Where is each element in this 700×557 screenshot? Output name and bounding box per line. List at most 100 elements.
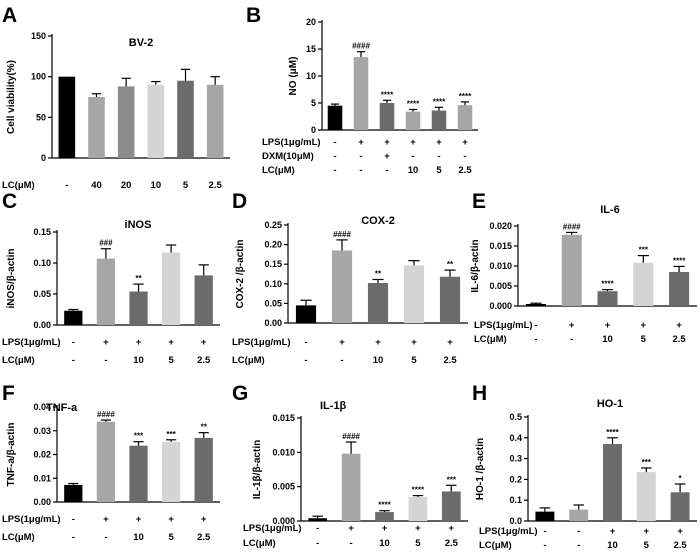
treatment-row-label: LC(μM): [243, 538, 276, 549]
treatment-cell: +: [449, 523, 455, 534]
treatment-cell: +: [415, 523, 421, 534]
treatment-cell: -: [543, 526, 546, 537]
chart-title: IL-6: [600, 204, 620, 216]
panel-h: H HO-10.00.10.20.30.40.5HO-1 /β-actin****…: [472, 382, 697, 551]
treatment-cell: -: [350, 538, 353, 549]
significance-mark: *: [679, 474, 683, 483]
bar: [129, 445, 148, 502]
bar: [633, 262, 654, 306]
treatment-cell: 2.5: [445, 538, 459, 549]
y-tick-label: 0.015: [489, 241, 512, 251]
treatment-cell: 5: [183, 180, 189, 191]
bar: [431, 110, 447, 130]
treatment-cell: +: [411, 337, 417, 348]
treatment-cell: 40: [91, 180, 102, 191]
bar: [308, 518, 328, 521]
treatment-cell: -: [72, 337, 75, 348]
treatment-cell: +: [384, 137, 390, 148]
treatment-cell: -: [316, 538, 319, 549]
treatment-cell: 2.5: [209, 180, 223, 191]
chart-title: COX-2: [361, 215, 395, 227]
treatment-cell: +: [569, 320, 575, 331]
significance-mark: ####: [352, 42, 370, 51]
y-axis-label: TNF-a/β-actin: [6, 423, 17, 487]
bar: [353, 57, 369, 130]
treatment-cell: +: [375, 337, 381, 348]
treatment-cell: +: [384, 151, 390, 162]
treatment-cell: -: [72, 532, 75, 543]
y-tick-label: 0.15: [33, 227, 51, 237]
y-tick-label: 0.0: [509, 516, 522, 526]
significance-mark: ####: [563, 222, 581, 231]
treatment-cell: 2.5: [197, 355, 211, 366]
y-tick-label: 0.015: [272, 413, 295, 423]
panel-label: G: [232, 382, 248, 405]
treatment-cell: -: [333, 151, 336, 162]
bar: [561, 234, 582, 306]
treatment-cell: 5: [436, 165, 442, 176]
treatment-row-label: LPS(1μg/mL): [2, 514, 61, 525]
treatment-cell: +: [605, 320, 611, 331]
y-tick-label: 0.000: [272, 516, 295, 526]
treatment-cell: -: [340, 355, 343, 366]
treatment-cell: +: [436, 137, 442, 148]
treatment-row-label: LPS(1μg/mL): [243, 523, 302, 534]
treatment-cell: -: [570, 334, 573, 345]
treatment-cell: -: [577, 526, 580, 537]
bar: [161, 441, 181, 502]
y-tick-label: 0.2: [509, 474, 522, 484]
treatment-row-label: DXM(10μM): [262, 151, 314, 162]
panel-d: D COX-2 0.00 0.05 0.10 0.15 0.20 0.25 COX-2 /β-a…: [232, 190, 468, 366]
treatment-cell: 5: [168, 355, 174, 366]
significance-mark: ###: [99, 239, 113, 248]
y-axis-label: COX-2 /β-actin: [235, 240, 246, 309]
chart-title: iNOS: [125, 219, 152, 231]
treatment-cell: +: [641, 320, 647, 331]
y-tick-label: 0.01: [33, 473, 51, 483]
treatment-cell: 10: [379, 538, 390, 549]
y-axis-label: Cell viability(%): [6, 60, 17, 134]
treatment-cell: -: [463, 151, 466, 162]
significance-mark: ****: [673, 256, 686, 265]
treatment-cell: 5: [411, 355, 417, 366]
bar: [408, 496, 428, 521]
y-tick-label: 0.03: [33, 426, 51, 436]
treatment-cell: +: [358, 137, 364, 148]
y-tick-label: 0.1: [509, 495, 522, 505]
bar: [58, 76, 76, 158]
treatment-cell: -: [534, 334, 537, 345]
treatment-cell: -: [411, 151, 414, 162]
treatment-cell: +: [676, 320, 682, 331]
significance-mark: **: [135, 274, 142, 283]
bar: [603, 444, 622, 521]
panel-a: A BV-2 0 50 100 150 Cell viability(%) LC(μM) - 40…: [2, 4, 230, 191]
bar: [441, 491, 461, 521]
treatment-cell: -: [437, 151, 440, 162]
treatment-cell: +: [447, 337, 453, 348]
y-axis-label: IL-1β/β-actin: [252, 440, 263, 499]
y-tick-label: 0.5: [509, 412, 522, 422]
y-tick-label: 5: [311, 98, 316, 108]
y-tick-label: 150: [31, 31, 46, 41]
bar: [367, 283, 389, 323]
treatment-row-label: LC(μM): [474, 334, 507, 345]
treatment-cell: -: [72, 514, 75, 525]
treatment-cell: 5: [644, 540, 650, 551]
panel-label: B: [246, 4, 261, 27]
treatment-cell: 10: [373, 355, 384, 366]
treatment-cell: 5: [168, 532, 174, 543]
significance-mark: ****: [459, 92, 472, 101]
bar: [457, 105, 473, 130]
bar: [341, 453, 361, 521]
bar: [525, 304, 546, 306]
bar: [147, 84, 165, 158]
y-axis-label: HO-1 /β-actin: [475, 438, 486, 500]
treatment-cell: 5: [415, 538, 421, 549]
y-tick-label: 0.00: [33, 497, 51, 507]
treatment-cell: -: [577, 540, 580, 551]
bar: [88, 97, 105, 158]
treatment-cell: 20: [121, 180, 132, 191]
treatment-cell: +: [201, 514, 207, 525]
treatment-cell: -: [304, 337, 307, 348]
treatment-row-label: LC(μM): [2, 180, 35, 191]
